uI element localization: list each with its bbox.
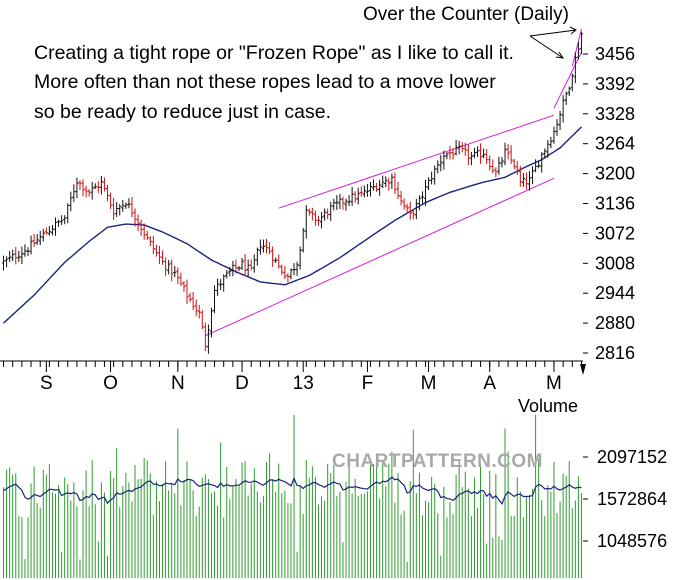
annotation-line-2: More often than not these ropes lead to … [34, 71, 496, 93]
volume-axis-ticks: 2097152 1572864 1048576 [583, 447, 667, 551]
month-label: S [40, 373, 53, 394]
trend-channel-lower [205, 177, 555, 337]
price-tick-label: 2880 [595, 313, 635, 333]
month-label: O [103, 373, 118, 394]
volume-tick-label: 1048576 [597, 531, 667, 551]
month-label: M [546, 373, 562, 394]
pointer-arrowhead-lower [555, 51, 565, 59]
volume-tick-label: 2097152 [597, 447, 667, 467]
volume-bars [3, 415, 582, 578]
price-tick-label: 3008 [595, 253, 635, 273]
month-label: M [421, 373, 437, 394]
watermark: CHARTPATTERN.COM [332, 451, 543, 472]
price-tick-label: 3264 [595, 134, 635, 154]
month-label: A [483, 373, 496, 394]
annotation-line-1: Creating a tight rope or "Frozen Rope" a… [34, 42, 514, 64]
annotation-line-3: so be ready to reduce just in case. [34, 101, 331, 123]
price-tick-label: 2944 [595, 283, 635, 303]
price-axis-ticks: 2816 2880 2944 3008 3072 3136 3200 3264 3328 3392… [583, 44, 635, 363]
trend-channel-upper [278, 114, 555, 209]
chart-title: Over the Counter (Daily) [363, 4, 569, 25]
price-tick-label: 3136 [595, 194, 635, 214]
month-label: 13 [293, 373, 314, 394]
trend-channels [205, 28, 582, 337]
pointer-arrowhead-upper [569, 26, 577, 35]
pointer-arrow-lower [529, 35, 564, 59]
price-tick-label: 3392 [595, 74, 635, 94]
title-pointer-arrows [529, 26, 577, 59]
frozen-rope-upper [571, 28, 582, 67]
moving-average-line [3, 126, 582, 324]
volume-label: Volume [518, 396, 578, 416]
price-tick-label: 2816 [595, 343, 635, 363]
frozen-rope-lower [553, 51, 582, 109]
price-tick-label: 3200 [595, 164, 635, 184]
volume-average-line [3, 476, 582, 506]
axis-end-marker [580, 364, 586, 375]
price-tick-label: 3456 [595, 44, 635, 64]
month-label: D [235, 373, 249, 394]
pointer-arrow-upper [529, 29, 577, 37]
price-tick-label: 3072 [595, 223, 635, 243]
month-label: F [362, 373, 374, 394]
time-axis: S O N D 13 F M A M [0, 360, 586, 394]
price-tick-label: 3328 [595, 104, 635, 124]
volume-tick-label: 1572864 [597, 489, 667, 509]
month-label: N [171, 373, 185, 394]
price-bars [1, 31, 584, 354]
